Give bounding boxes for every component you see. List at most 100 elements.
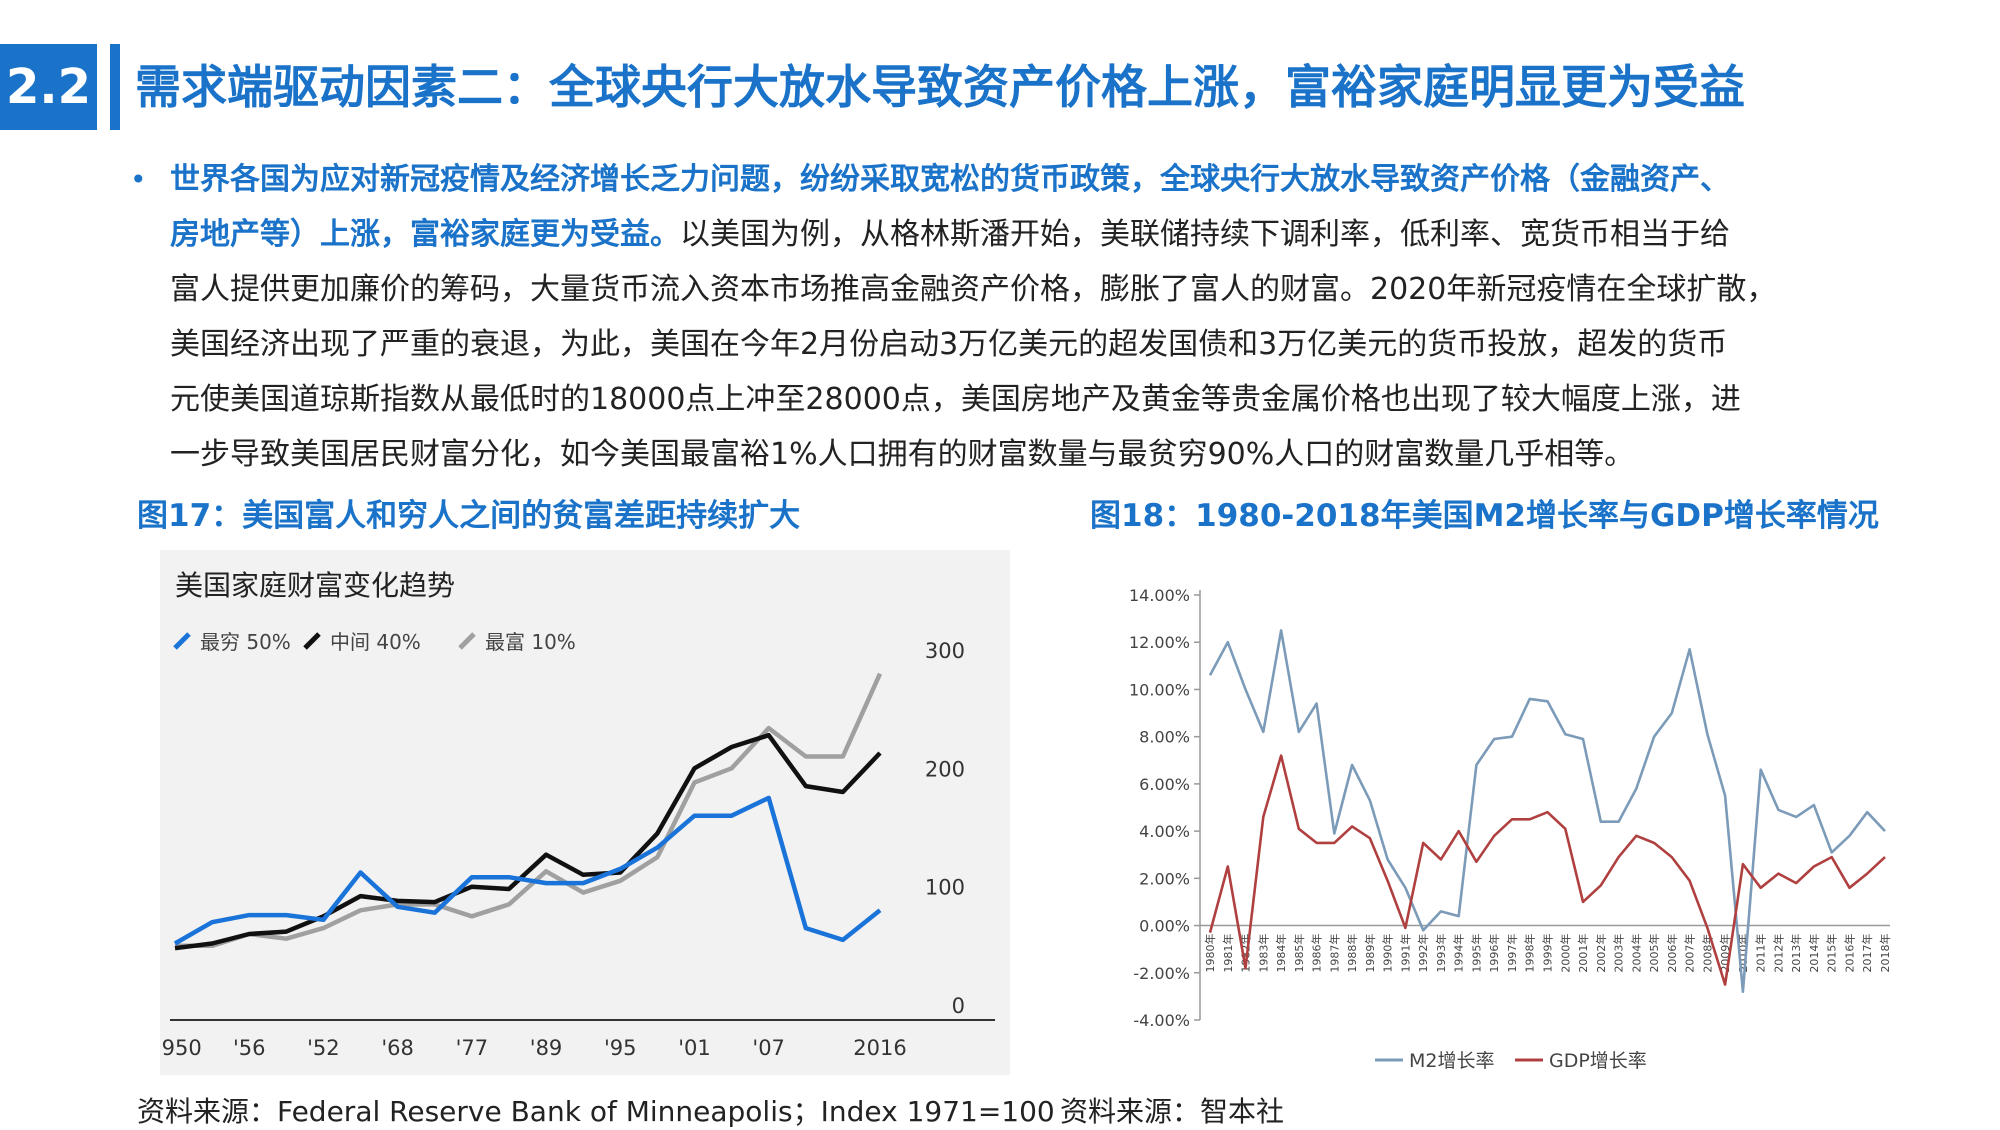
highlight-line2: 房地产等）上涨，富裕家庭更为受益。 [170,217,680,252]
chart2-x-tick-label: 2017年 [1860,934,1874,973]
chart2-y-tick-label: 4.00% [1139,822,1190,841]
chart1-legend: 最穷 50% 中间 40% 最富 10% [173,630,576,654]
chart2-x-tick-label: 2011年 [1754,934,1768,973]
bullet-dot: • [130,163,147,196]
fig18-source: 资料来源：智本社 [1060,1095,1285,1128]
chart2-x-tick-label: 1987年 [1327,934,1341,973]
chart2-legend-label: M2增长率 [1409,1050,1494,1072]
body-paragraph: • 世界各国为应对新冠疫情及经济增长乏力问题，纷纷采取宽松的货币政策，全球央行大… [130,152,1970,482]
chart2-x-tick-label: 2003年 [1612,934,1626,973]
chart1-title: 美国家庭财富变化趋势 [175,569,455,602]
chart2-x-tick-label: 1986年 [1310,934,1324,973]
chart2-x-tick-label: 1990年 [1381,934,1395,973]
chart2-legend: M2增长率 GDP增长率 [1375,1050,1647,1072]
chart2-y-tick-label: 10.00% [1129,680,1190,699]
chart2-x-tick-label: 2006年 [1665,934,1679,973]
chart2-x-tick-label: 1984年 [1274,934,1288,973]
fig17-title: 图17：美国富人和穷人之间的贫富差距持续扩大 [137,498,801,534]
chart2-x-tick-label: 1980年 [1203,934,1217,973]
title-accent-bar [110,44,120,130]
chart2-x-tick-label: 1992年 [1416,934,1430,973]
chart1-legend-swatch [303,632,321,650]
chart2-x-tick-label: 2007年 [1683,934,1697,973]
chart2-x-tick-label: 2005年 [1647,934,1661,973]
chart2-x-tick-label: 1997年 [1505,934,1519,973]
chart2-x-tick-label: 1983年 [1256,934,1270,973]
chart2-x-tick-label: 1996年 [1487,934,1501,973]
line5: 元使美国道琼斯指数从最低时的18000点上冲至28000点，美国房地产及黄金等贵… [170,382,1741,417]
paragraph-text: 世界各国为应对新冠疫情及经济增长乏力问题，纷纷采取宽松的货币政策，全球央行大放水… [140,152,1970,482]
chart2-x-tick-label: 1994年 [1452,934,1466,973]
chart1-y-tick-label: 0 [952,994,965,1018]
chart2-x-tick-label: 1985年 [1292,934,1306,973]
chart2-x-tick-label: 2013年 [1789,934,1803,973]
chart2-x-tick-label: 2015年 [1825,934,1839,973]
chart2-y-ticks: -4.00% -2.00% 0.00% 2.00% 4.00% 6.00% 8.00% 10.… [1129,586,1200,1030]
chart2-x-tick-label: 2012年 [1771,934,1785,973]
chart1-x-tick-label: '52 [307,1036,340,1060]
chart1-x-tick-label: 1950 [160,1036,202,1060]
chart2-x-tick-label: 1995年 [1469,934,1483,973]
chart2-x-tick-label: 1988年 [1345,934,1359,973]
chart2-x-tick-label: 2016年 [1842,934,1856,973]
chart1-legend-label: 最穷 50% [200,630,291,654]
chart1-x-tick-label: '01 [678,1036,711,1060]
chart2-y-tick-label: -4.00% [1133,1011,1190,1030]
chart2-x-tick-label: 1993年 [1434,934,1448,973]
chart2-y-tick-label: 0.00% [1139,917,1190,936]
chart2-y-tick-label: 8.00% [1139,728,1190,747]
chart2-x-tick-label: 2014年 [1807,934,1821,973]
chart2-x-ticks: 1980年 1981年 1982年 1983年 1984年 1985年 1986年 1987年… [1203,934,1892,973]
chart1-y-tick-label: 200 [925,757,965,781]
chart2-series-line [1208,629,1886,994]
chart2-legend-label: GDP增长率 [1549,1050,1647,1072]
chart1-series-line [175,672,883,949]
chart1-series-line [173,795,882,946]
chart2-x-tick-label: 2018年 [1878,934,1892,973]
chart1-x-tick-label: 2016 [853,1036,906,1060]
chart2-y-tick-label: 12.00% [1129,633,1190,652]
chart1-series-line [174,732,882,951]
m2-gdp-chart: -4.00% -2.00% 0.00% 2.00% 4.00% 6.00% 8.00% 10.… [1129,586,1892,1072]
chart2-series-line [1208,754,1886,986]
section-number-badge: 2.2 [0,44,97,130]
chart1-y-ticks: 0 100 200 300 [925,639,965,1018]
wealth-trend-chart: 美国家庭财富变化趋势 最穷 50% 中间 40% 最富 10% 0 100 200 300… [160,550,1010,1075]
chart1-legend-swatch [458,632,476,650]
chart2-x-tick-label: 1999年 [1541,934,1555,973]
chart2-series [1208,629,1886,994]
highlight-line1: 世界各国为应对新冠疫情及经济增长乏力问题，纷纷采取宽松的货币政策，全球央行大放水… [170,162,1730,197]
chart1-series [173,672,883,951]
chart2-y-tick-label: -2.00% [1133,964,1190,983]
chart2-x-tick-label: 1998年 [1523,934,1537,973]
chart2-y-tick-label: 2.00% [1139,869,1190,888]
chart1-y-tick-label: 300 [925,639,965,663]
chart1-legend-label: 最富 10% [485,630,576,654]
chart2-x-tick-label: 1981年 [1221,934,1235,973]
chart1-x-tick-label: '07 [752,1036,785,1060]
chart2-x-tick-label: 2004年 [1629,934,1643,973]
chart2-x-tick-label: 2001年 [1576,934,1590,973]
chart2-y-tick-label: 14.00% [1129,586,1190,605]
section-number: 2.2 [5,59,92,115]
chart1-background [160,550,1010,1075]
chart1-legend-label: 中间 40% [330,630,421,654]
chart2-x-tick-label: 1991年 [1398,934,1412,973]
line2-rest: 以美国为例，从格林斯潘开始，美联储持续下调利率，低利率、宽货币相当于给 [680,217,1730,252]
chart2-y-tick-label: 6.00% [1139,775,1190,794]
chart2-x-tick-label: 2002年 [1594,934,1608,973]
line4: 美国经济出现了严重的衰退，为此，美国在今年2月份启动3万亿美元的超发国债和3万亿… [170,327,1728,362]
chart1-x-tick-label: '95 [604,1036,637,1060]
chart1-x-tick-label: '68 [381,1036,414,1060]
line6: 一步导致美国居民财富分化，如今美国最富裕1%人口拥有的财富数量与最贫穷90%人口… [170,437,1635,472]
chart1-x-ticks: 1950 '56 '52 '68 '77 '89 '95 '01 '07 2016 [160,1036,907,1060]
chart2-x-tick-label: 1989年 [1363,934,1377,973]
chart2-x-tick-label: 2000年 [1558,934,1572,973]
fig18-title: 图18：1980-2018年美国M2增长率与GDP增长率情况 [1090,498,1879,534]
page-title: 需求端驱动因素二：全球央行大放水导致资产价格上涨，富裕家庭明显更为受益 [135,60,1745,114]
chart1-x-tick-label: '89 [530,1036,563,1060]
fig17-source: 资料来源：Federal Reserve Bank of Minneapolis… [137,1095,1055,1128]
chart1-x-tick-label: '56 [233,1036,265,1060]
line3: 富人提供更加廉价的筹码，大量货币流入资本市场推高金融资产价格，膨胀了富人的财富。… [170,272,1777,307]
chart1-y-tick-label: 100 [925,876,965,900]
